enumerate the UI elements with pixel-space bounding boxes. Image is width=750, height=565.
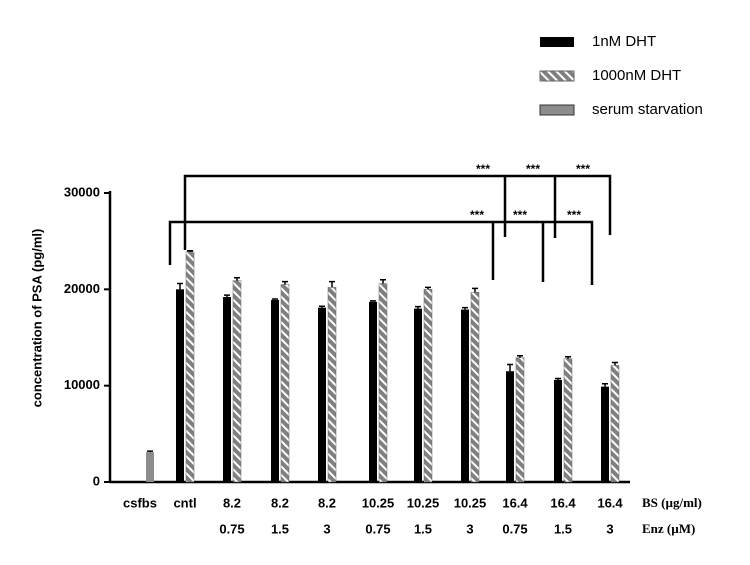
bar	[601, 386, 609, 482]
error-bar	[612, 361, 618, 366]
x-tick-label-row2: 0.75	[365, 521, 390, 536]
y-tick-label: 20000	[64, 281, 100, 296]
x-tick-label: cntl	[173, 495, 196, 510]
x-tick-label: 16.4	[597, 495, 623, 510]
error-bar	[415, 305, 421, 309]
bar	[176, 289, 184, 482]
bar	[423, 289, 433, 483]
significance-label: ***	[513, 208, 527, 222]
bar	[563, 358, 573, 483]
x-tick-label-row2: 0.75	[219, 521, 244, 536]
bar	[185, 251, 195, 483]
error-bar	[177, 282, 183, 290]
significance-label: ***	[470, 208, 484, 222]
bar	[515, 357, 525, 483]
error-bar	[380, 278, 386, 284]
legend-label: 1nM DHT	[592, 33, 656, 50]
error-bar	[147, 450, 153, 453]
x-tick-label: 16.4	[550, 495, 576, 510]
y-tick-label: 10000	[64, 377, 100, 392]
error-bar	[472, 287, 478, 293]
x-tick-label: csfbs	[123, 495, 157, 510]
x-tick-label-row2: 3	[466, 521, 473, 536]
x-tick-label: 10.25	[454, 495, 487, 510]
significance-label: ***	[576, 162, 590, 176]
error-bar	[462, 306, 468, 310]
bar	[232, 280, 242, 483]
error-bar	[517, 355, 523, 358]
error-bar	[370, 300, 376, 302]
legend-label: 1000nM DHT	[592, 67, 681, 84]
bar	[506, 371, 514, 482]
x-tick-label-row2: 1.5	[554, 521, 572, 536]
legend-swatch	[540, 37, 574, 47]
x-tick-label-row2: 1.5	[271, 521, 289, 536]
error-bar	[555, 377, 561, 380]
bar	[318, 307, 326, 482]
legend-label: serum starvation	[592, 101, 703, 118]
bar	[554, 379, 562, 482]
x-tick-label: 10.25	[362, 495, 395, 510]
bar	[378, 283, 388, 483]
x-tick-label: 10.25	[407, 495, 440, 510]
bar	[470, 291, 480, 483]
x-tick-label: 16.4	[502, 495, 528, 510]
bar	[461, 309, 469, 482]
bar	[369, 301, 377, 482]
significance-label: ***	[526, 162, 540, 176]
row-label: BS (µg/ml)	[642, 495, 702, 510]
error-bar	[425, 286, 431, 290]
error-bar	[234, 277, 240, 281]
error-bar	[507, 363, 513, 372]
bar	[610, 365, 620, 483]
x-tick-label-row2: 3	[606, 521, 613, 536]
error-bar	[602, 382, 608, 387]
error-bar	[272, 298, 278, 300]
legend-swatch	[539, 70, 575, 82]
legend-swatch	[539, 104, 575, 116]
bar	[146, 452, 154, 482]
significance-label: ***	[567, 208, 581, 222]
bar	[327, 287, 337, 483]
error-bar	[224, 294, 230, 298]
error-bar	[187, 250, 193, 252]
bar	[414, 308, 422, 482]
x-tick-label-row2: 0.75	[502, 521, 527, 536]
error-bar	[565, 356, 571, 359]
y-axis-label: concentration of PSA (pg/ml)	[29, 229, 44, 408]
error-bar	[329, 280, 335, 288]
y-tick-label: 0	[93, 473, 100, 488]
y-tick-label: 30000	[64, 184, 100, 199]
x-tick-label-row2: 1.5	[414, 521, 432, 536]
bar	[271, 299, 279, 482]
significance-label: ***	[476, 162, 490, 176]
bar	[223, 297, 231, 482]
x-tick-label: 8.2	[318, 495, 336, 510]
significance-brackets	[168, 174, 612, 285]
row-label: Enz (µM)	[642, 521, 695, 536]
error-bar	[282, 280, 288, 285]
x-tick-label: 8.2	[223, 495, 241, 510]
x-tick-label-row2: 3	[323, 521, 330, 536]
bar	[280, 284, 290, 483]
x-tick-label: 8.2	[271, 495, 289, 510]
error-bar	[319, 305, 325, 308]
